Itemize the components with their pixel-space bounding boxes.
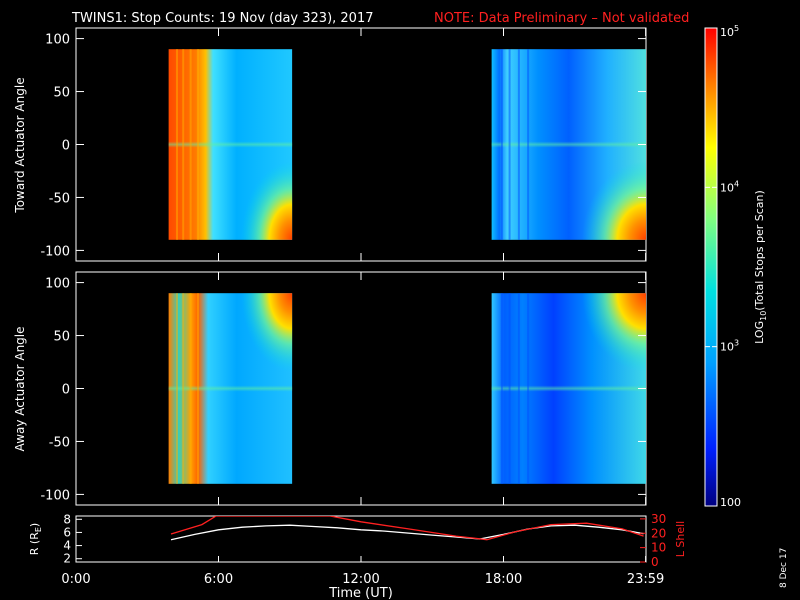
- away-heatmap-band: [491, 385, 646, 392]
- colorbar-tick-label: 100: [720, 496, 741, 509]
- away-heatmap-streak: [500, 293, 503, 484]
- time-tick-label: 18:00: [485, 572, 522, 587]
- toward-heatmap-corner: [224, 134, 293, 240]
- toward-heatmap-corner: [561, 134, 646, 240]
- preliminary-note: NOTE: Data Preliminary – Not validated: [434, 11, 689, 26]
- away-ytick-label: 50: [53, 330, 70, 345]
- toward-heatmap-streak: [500, 49, 503, 240]
- away-heatmap-streak: [508, 293, 511, 484]
- toward-heatmap-streak: [517, 49, 520, 240]
- lshell-tick-label: 20: [651, 526, 666, 540]
- colorbar-tick-base: 10: [720, 181, 734, 194]
- radius-tick-label: 6: [63, 525, 71, 539]
- away-heatmap-band: [168, 385, 293, 392]
- toward-y-label: Toward Actuator Angle: [13, 77, 27, 213]
- toward-ytick-label: 50: [53, 86, 70, 101]
- away-ytick-label: 0: [62, 383, 70, 398]
- radius-label-pre: R (R: [28, 532, 41, 555]
- colorbar-tick-base: 10: [720, 341, 734, 354]
- colorbar-tick-label: 103: [720, 339, 739, 354]
- away-data-blocks: [168, 293, 646, 484]
- toward-ytick-label: -50: [49, 191, 70, 206]
- lshell-line: [170, 516, 644, 541]
- colorbar-tick-label: 105: [720, 24, 739, 39]
- colorbar-gradient: [704, 27, 718, 507]
- toward-heatmap-streak: [508, 49, 511, 240]
- toward-ytick-label: -100: [40, 244, 70, 259]
- away-heatmap-streak: [189, 293, 192, 484]
- away-x-ticks: [75, 272, 647, 505]
- generation-date: 8 Dec 17: [779, 548, 789, 588]
- away-heatmap-streak: [517, 293, 520, 484]
- toward-heatmap-streak: [189, 49, 192, 240]
- toward-heatmap-streak: [182, 49, 185, 240]
- away-panel: -100 -50 0 50 100 Away Actuator Angle: [13, 271, 647, 506]
- colorbar-label-sub: 10: [759, 311, 768, 321]
- chart-title: TWINS1: Stop Counts: 19 Nov (day 323), 2…: [71, 11, 374, 26]
- toward-heatmap-band: [168, 141, 293, 148]
- away-heatmap-corner: [561, 293, 646, 399]
- colorbar-tick-label: 104: [720, 179, 739, 194]
- radius-tick-label: 2: [63, 552, 71, 566]
- colorbar-label-rest: (Total Stops per Scan): [753, 190, 766, 311]
- toward-heatmap-streak: [176, 49, 179, 240]
- away-heatmap-corner: [224, 293, 293, 399]
- lshell-tick-label: 10: [651, 541, 666, 555]
- ephemeris-panel-frame: [75, 515, 647, 563]
- colorbar-label-base: LOG: [753, 321, 766, 344]
- radius-tick-label: 8: [63, 512, 71, 526]
- lshell-axis-label: L Shell: [674, 521, 687, 557]
- lshell-tick-label: 30: [651, 512, 666, 526]
- away-heatmap-streak: [176, 293, 179, 484]
- toward-ytick-label: 100: [45, 33, 70, 48]
- time-tick-label: 12:00: [342, 572, 379, 587]
- away-heatmap-streak: [197, 293, 200, 484]
- away-ytick-label: -50: [49, 435, 70, 450]
- colorbar-label: LOG10(Total Stops per Scan): [753, 190, 768, 344]
- toward-heatmap-band: [491, 141, 646, 148]
- time-tick-label: 23:59: [627, 572, 664, 587]
- lshell-tick-label: 0: [651, 555, 659, 569]
- toward-y-axis: -100 -50 0 50 100: [40, 33, 646, 259]
- colorbar-tick-exp: 5: [734, 24, 739, 33]
- radius-tick-label: 4: [63, 539, 71, 553]
- toward-heatmap-streak: [197, 49, 200, 240]
- colorbar-tick-base: 100: [720, 496, 741, 509]
- away-ytick-label: -100: [40, 488, 70, 503]
- colorbar-tick-exp: 4: [734, 179, 739, 188]
- radius-label-post: ): [28, 523, 41, 527]
- away-heatmap-streak: [527, 293, 530, 484]
- away-heatmap-streak: [182, 293, 185, 484]
- toward-x-ticks: [75, 28, 647, 261]
- colorbar-tick-base: 10: [720, 26, 734, 39]
- toward-ytick-label: 0: [62, 139, 70, 154]
- radius-label-sub: E: [34, 527, 43, 532]
- time-axis-label: Time (UT): [328, 586, 393, 600]
- time-tick-label: 0:00: [61, 572, 90, 587]
- toward-panel: -100 -50 0 50 100 Toward Actuator Angle: [13, 27, 647, 262]
- colorbar-tick-exp: 3: [734, 339, 739, 348]
- time-tick-label: 6:00: [204, 572, 233, 587]
- away-ytick-label: 100: [45, 277, 70, 292]
- away-y-axis: -100 -50 0 50 100: [40, 277, 646, 503]
- radius-line: [170, 524, 644, 541]
- away-y-label: Away Actuator Angle: [13, 326, 27, 451]
- radius-axis-label: R (RE): [28, 523, 43, 555]
- ephemeris-series: [170, 516, 644, 541]
- toward-data-blocks: [168, 49, 646, 240]
- toward-heatmap-streak: [527, 49, 530, 240]
